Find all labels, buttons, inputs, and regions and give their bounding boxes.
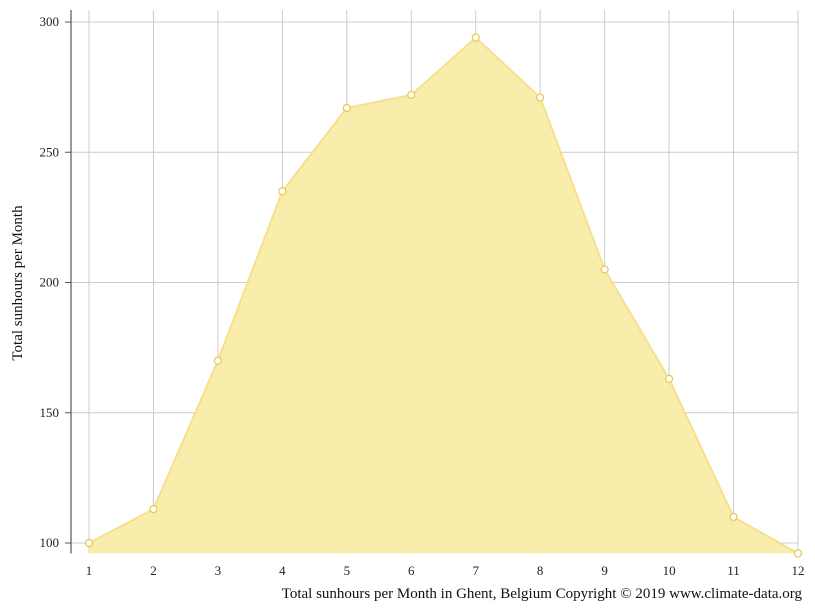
x-tick-labels: 1 2 3 4 5 6 7 8 9 10 11 12 <box>86 563 805 578</box>
x-tick-label-1: 1 <box>86 563 93 578</box>
y-tick-label-100: 100 <box>40 535 60 550</box>
data-point-11 <box>729 512 738 522</box>
chart-caption: Total sunhours per Month in Ghent, Belgi… <box>282 586 803 602</box>
x-tick-label-5: 5 <box>344 563 351 578</box>
y-axis-title: Total sunhours per Month <box>10 205 26 361</box>
data-point-8 <box>536 93 545 102</box>
data-point-10 <box>664 374 674 383</box>
x-tick-label-11: 11 <box>727 563 740 578</box>
y-tick-label-300: 300 <box>40 14 60 29</box>
x-tick-label-4: 4 <box>279 563 286 578</box>
y-tick-label-150: 150 <box>40 405 60 420</box>
y-tick-labels: 100 150 200 250 300 <box>40 14 60 550</box>
data-point-7 <box>471 33 480 42</box>
x-tick-label-9: 9 <box>601 563 608 578</box>
x-tick-label-8: 8 <box>537 563 544 578</box>
data-point-2 <box>149 505 158 514</box>
y-tick-label-250: 250 <box>40 144 60 159</box>
x-tick-label-12: 12 <box>792 563 805 578</box>
data-point-4 <box>278 187 287 196</box>
x-tick-label-6: 6 <box>408 563 415 578</box>
y-tick-label-200: 200 <box>40 275 60 290</box>
area-fill <box>89 37 798 554</box>
data-points <box>84 33 803 558</box>
data-point-3 <box>213 356 223 365</box>
axes <box>65 10 72 554</box>
area-series <box>88 36 799 555</box>
data-point-6 <box>407 90 416 100</box>
area-line <box>88 36 799 555</box>
data-point-9 <box>600 265 609 274</box>
x-tick-label-10: 10 <box>663 563 676 578</box>
data-point-1 <box>84 538 94 548</box>
data-point-12 <box>793 549 803 558</box>
x-tick-label-7: 7 <box>472 563 479 578</box>
x-tick-label-2: 2 <box>150 563 157 578</box>
x-tick-label-3: 3 <box>215 563 222 578</box>
data-point-5 <box>342 103 351 113</box>
